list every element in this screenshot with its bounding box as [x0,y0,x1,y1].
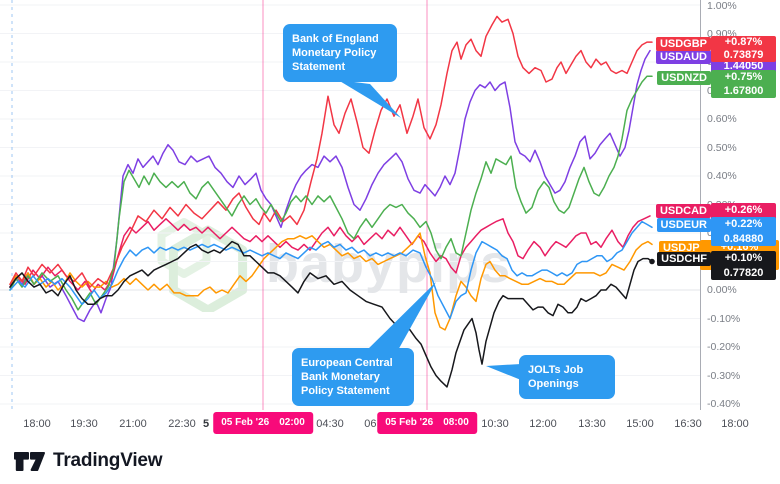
event-axis-label[interactable]: 05 Feb '26 08:00 [377,412,477,434]
series-line-USDNZD[interactable] [9,75,653,311]
callout-tail-ecb [365,282,436,352]
series-line-USDJPY[interactable] [9,232,653,331]
time-axis[interactable]: 18:0019:3021:0022:30504:3006:0010:3012:0… [0,410,780,440]
time-tick-04:30: 04:30 [316,418,344,430]
event-time: 02:00 [279,417,305,428]
series-line-USDCHF[interactable] [9,240,653,388]
series-line-USDGBP[interactable] [9,15,653,288]
price-tick-0.70%: 0.70% [707,84,737,97]
footer: TradingView [0,440,780,484]
time-tick-13:30: 13:30 [578,418,606,430]
time-tick-19:30: 19:30 [70,418,98,430]
babypips-logo-icon [157,218,248,312]
tradingview-logo-text: TradingView [53,450,163,471]
price-tick-0.30%: 0.30% [707,198,737,211]
time-tick-22:30: 22:30 [168,418,196,430]
event-axis-label[interactable]: 05 Feb '26 02:00 [213,412,313,434]
time-tick-5: 5 [202,418,210,430]
tradingview-logo[interactable]: TradingView [12,446,163,476]
plot-area[interactable] [0,0,780,410]
callout-tail-jolts [486,364,521,380]
time-tick-15:00: 15:00 [626,418,654,430]
time-tick-18:00: 18:00 [23,418,51,430]
price-axis-border [700,0,701,440]
price-tick-0.00%: 0.00% [707,284,737,296]
series-line-USDCAD[interactable] [9,215,651,294]
last-price-dot [649,258,655,265]
event-date: 05 Feb '26 [221,417,270,428]
price-tick--0.30%: -0.30% [707,369,741,382]
event-date: 05 Feb '26 [385,417,434,428]
price-tick--0.40%: -0.40% [707,398,741,410]
price-tick--0.10%: -0.10% [707,312,741,325]
time-tick-12:00: 12:00 [529,418,557,430]
callout-jolts-openings[interactable]: JOLTs Job Openings [519,355,615,399]
callout-tail-boe [338,80,401,118]
price-tick-0.60%: 0.60% [707,113,737,125]
callout-ecb-statement[interactable]: European Central Bank Monetary Policy St… [292,348,414,406]
time-tick-10:30: 10:30 [481,418,509,430]
time-tick-18:00: 18:00 [721,418,749,430]
event-time: 08:00 [443,417,469,428]
price-tick-0.40%: 0.40% [707,170,737,182]
series-line-USDEUR[interactable] [9,220,653,320]
time-tick-21:00: 21:00 [119,418,147,430]
price-tick-0.10%: 0.10% [707,255,737,268]
price-tick--0.20%: -0.20% [707,341,741,353]
price-tick-0.80%: 0.80% [707,56,737,68]
callout-boe-statement[interactable]: Bank of England Monetary Policy Statemen… [283,24,397,82]
price-tick-0.90%: 0.90% [707,27,737,40]
time-tick-16:30: 16:30 [674,418,702,430]
price-tick-1.00%: 1.00% [707,0,737,12]
series-line-USDAUD[interactable] [9,49,651,323]
price-tick-0.50%: 0.50% [707,141,737,154]
tradingview-logo-icon [14,452,45,471]
price-tick-0.20%: 0.20% [707,227,737,239]
